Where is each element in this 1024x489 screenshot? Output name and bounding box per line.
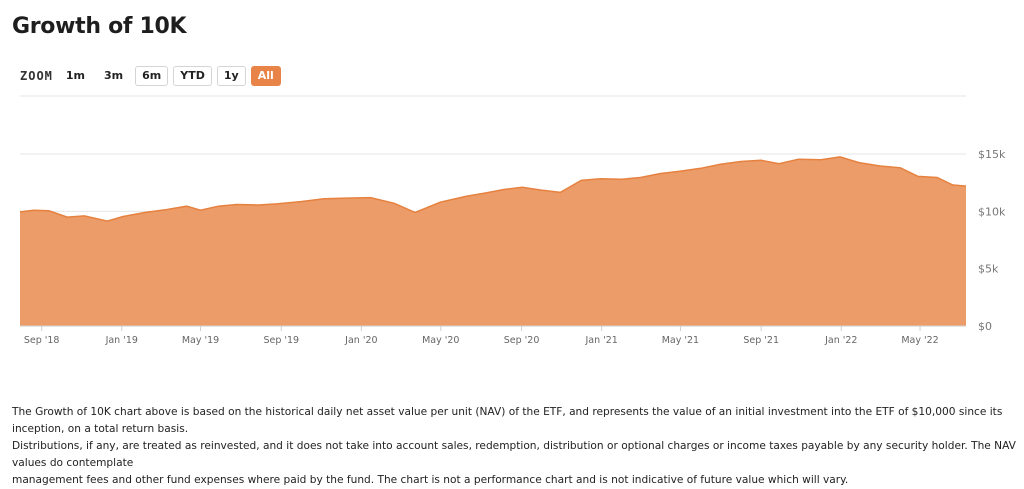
x-tick-label: Jan '20	[344, 335, 377, 346]
data-point	[739, 160, 743, 164]
data-point	[678, 169, 682, 173]
data-point	[838, 155, 842, 159]
x-tick-label: May '22	[901, 335, 938, 346]
x-axis: Sep '18 Jan '19 May '19 Sep '19 Jan '20 May '…	[20, 325, 966, 346]
x-tick-label: Jan '19	[105, 335, 138, 346]
x-tick-label: May '21	[662, 335, 699, 346]
zoom-ytd-button[interactable]: YTD	[173, 66, 212, 86]
footnote-line: Distributions, if any, are treated as re…	[12, 440, 1016, 469]
chart-footnote: The Growth of 10K chart above is based o…	[12, 404, 1017, 489]
data-point	[520, 185, 524, 189]
data-point	[638, 176, 642, 180]
data-point	[719, 162, 723, 166]
data-point	[299, 200, 303, 204]
data-point	[438, 200, 442, 204]
growth-chart: $0$5k$10k$15k Sep '18 Jan '19 May '19 Sep '…	[18, 95, 1006, 346]
x-tick-label: Sep '19	[263, 335, 299, 346]
data-point	[413, 211, 417, 215]
data-point	[759, 158, 763, 162]
data-point	[322, 197, 326, 201]
data-point	[164, 208, 168, 212]
data-point	[464, 194, 468, 198]
data-point	[964, 184, 968, 188]
data-point	[369, 196, 373, 200]
zoom-1m-button[interactable]: 1m	[59, 66, 92, 86]
data-point	[256, 203, 260, 207]
data-point	[819, 158, 823, 162]
data-point	[539, 188, 543, 192]
data-point	[18, 210, 22, 214]
data-point	[105, 219, 109, 223]
zoom-label: ZOOM	[20, 69, 53, 83]
x-tick-label: Sep '18	[24, 335, 60, 346]
x-tick-label: Jan '21	[584, 335, 617, 346]
data-point	[878, 164, 882, 168]
data-point	[935, 176, 939, 180]
page-title: Growth of 10K	[12, 14, 187, 39]
data-point	[484, 191, 488, 195]
data-point	[659, 172, 663, 176]
data-point	[65, 215, 69, 219]
data-point	[82, 214, 86, 218]
growth-area	[20, 156, 966, 326]
y-tick-label: $0	[978, 320, 992, 333]
growth-line	[19, 156, 967, 222]
footnote-line: management fees and other fund expenses …	[12, 474, 849, 486]
zoom-3m-button[interactable]: 3m	[97, 66, 130, 86]
y-tick-label: $5k	[978, 263, 999, 276]
data-point	[121, 215, 125, 219]
y-axis: $0 $5k $10k $15k	[978, 148, 1006, 333]
data-point	[47, 209, 51, 213]
data-point	[235, 203, 239, 207]
data-point	[216, 204, 220, 208]
x-tick-label: May '20	[422, 335, 459, 346]
y-tick-label: $10k	[978, 205, 1006, 218]
data-point	[143, 211, 147, 215]
zoom-bar: ZOOM 1m 3m 6m YTD 1y All	[20, 66, 286, 86]
data-point	[275, 202, 279, 206]
data-point	[699, 166, 703, 170]
zoom-all-button[interactable]: All	[250, 66, 281, 86]
data-point	[579, 178, 583, 182]
data-point	[185, 204, 189, 208]
zoom-6m-button[interactable]: 6m	[135, 66, 169, 86]
zoom-1y-button[interactable]: 1y	[216, 66, 246, 86]
y-tick-label: $15k	[978, 148, 1006, 161]
data-point	[32, 208, 36, 212]
data-point	[620, 177, 624, 181]
x-tick-label: Sep '21	[743, 335, 779, 346]
data-point	[345, 196, 349, 200]
x-tick-label: Sep '20	[504, 335, 540, 346]
x-tick-label: Jan '22	[824, 335, 857, 346]
data-point	[857, 161, 861, 165]
data-point	[199, 208, 203, 212]
data-point	[558, 190, 562, 194]
x-tick-label: May '19	[182, 335, 219, 346]
data-point	[502, 188, 506, 192]
data-point	[392, 201, 396, 205]
data-point	[598, 177, 602, 181]
data-point	[797, 157, 801, 161]
data-point	[916, 174, 920, 178]
data-point	[951, 183, 955, 187]
footnote-line: The Growth of 10K chart above is based o…	[12, 406, 1003, 435]
data-point	[898, 166, 902, 170]
data-point	[777, 162, 781, 166]
